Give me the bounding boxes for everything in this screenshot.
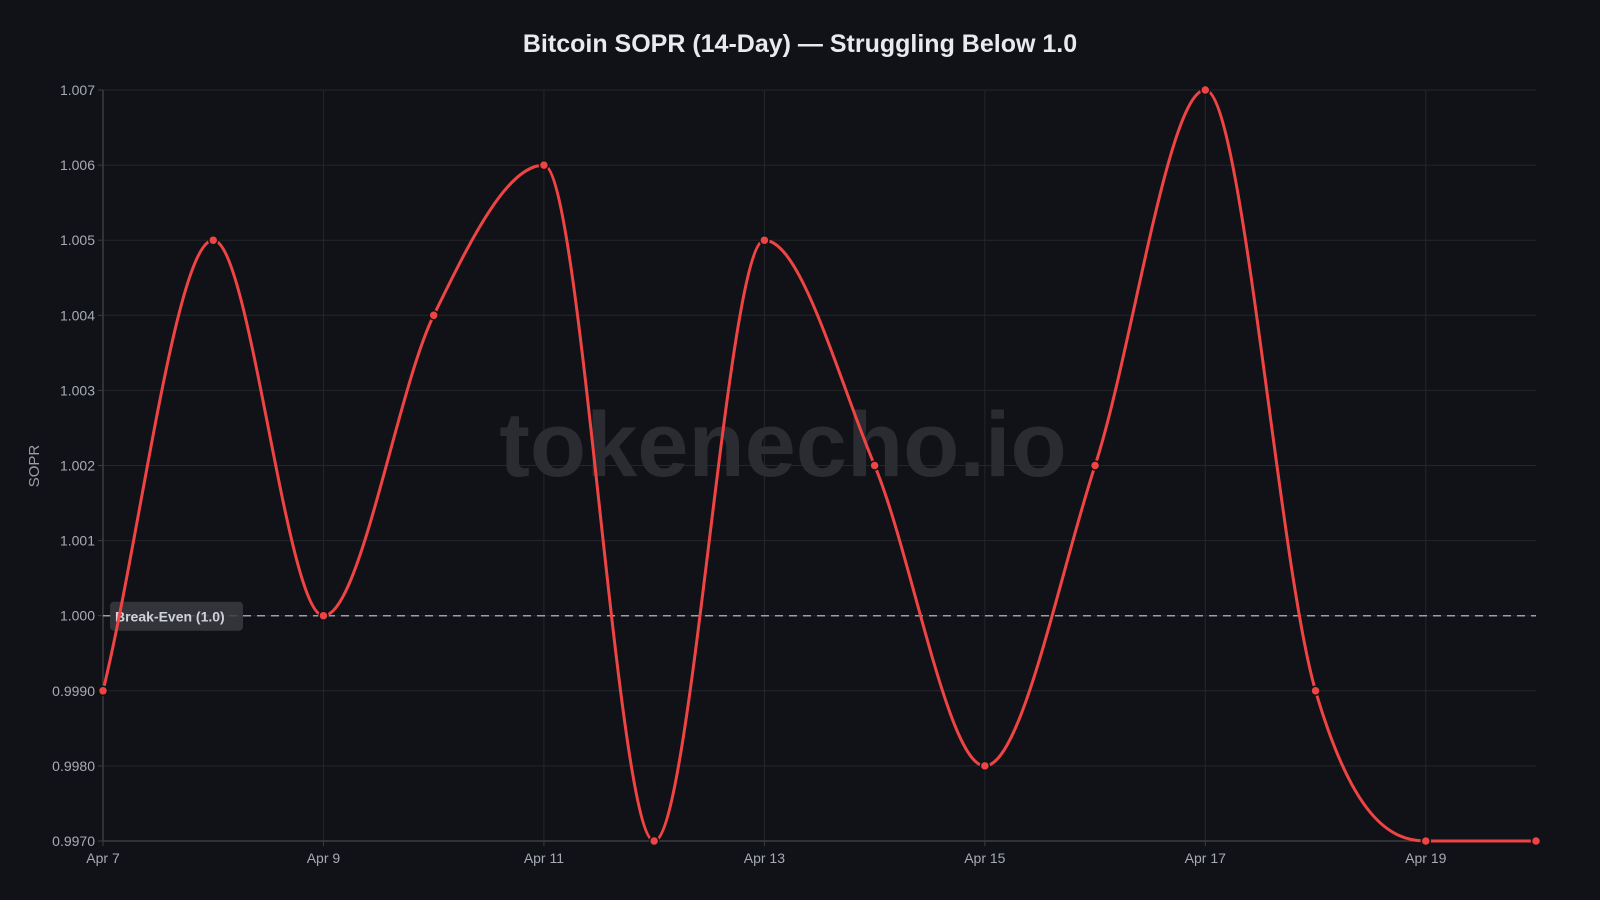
y-tick-label: 1.003 bbox=[60, 382, 95, 398]
data-point bbox=[979, 760, 991, 772]
y-tick-label: 1.002 bbox=[60, 458, 95, 474]
break-even-label-box bbox=[110, 601, 243, 631]
y-tick-label: 1.006 bbox=[60, 157, 95, 173]
x-axis-ticks: Apr 7 Apr 9 Apr 11 Apr 13 Apr 15 Apr 17 Apr 19 bbox=[86, 841, 1447, 866]
x-tick-label: Apr 9 bbox=[307, 850, 341, 866]
data-point bbox=[207, 234, 219, 246]
data-point bbox=[759, 234, 770, 246]
chart-title: Bitcoin SOPR (14-Day) — Struggling Below… bbox=[522, 30, 1078, 58]
x-tick-label: Apr 19 bbox=[1405, 850, 1446, 866]
y-tick-label: 1.004 bbox=[60, 307, 95, 323]
y-tick-label: 1.005 bbox=[60, 232, 95, 248]
sopr-data-points bbox=[97, 84, 1542, 847]
y-tick-label: 1.007 bbox=[60, 82, 95, 98]
y-tick-label: 1.000 bbox=[60, 608, 95, 624]
data-point bbox=[1530, 835, 1542, 847]
data-point bbox=[428, 310, 439, 321]
y-axis-label: SOPR bbox=[26, 445, 43, 488]
data-point bbox=[1200, 84, 1211, 96]
data-point bbox=[648, 835, 660, 847]
data-point bbox=[318, 610, 329, 621]
break-even-line: Break-Even (1.0) bbox=[103, 601, 1536, 631]
break-even-label: Break-Even (1.0) bbox=[115, 609, 225, 625]
data-point bbox=[538, 159, 550, 171]
x-tick-label: Apr 13 bbox=[744, 850, 785, 866]
x-tick-label: Apr 17 bbox=[1185, 850, 1226, 866]
data-point bbox=[1420, 835, 1432, 847]
data-point bbox=[1310, 685, 1321, 697]
watermark: tokenecho.io bbox=[499, 394, 1066, 496]
x-tick-label: Apr 7 bbox=[86, 850, 120, 866]
y-axis-ticks: 1.007 1.006 1.005 1.004 1.003 1.002 1.001 1.000… bbox=[52, 82, 103, 849]
y-tick-label: 0.9980 bbox=[52, 758, 95, 774]
y-tick-label: 1.001 bbox=[60, 533, 95, 549]
data-point bbox=[1089, 460, 1101, 471]
y-tick-label: 0.9990 bbox=[52, 683, 95, 699]
y-tick-label: 0.9970 bbox=[52, 833, 95, 849]
x-tick-label: Apr 11 bbox=[524, 850, 564, 866]
data-point bbox=[869, 460, 880, 471]
x-tick-label: Apr 15 bbox=[964, 850, 1005, 866]
data-point bbox=[97, 685, 109, 697]
